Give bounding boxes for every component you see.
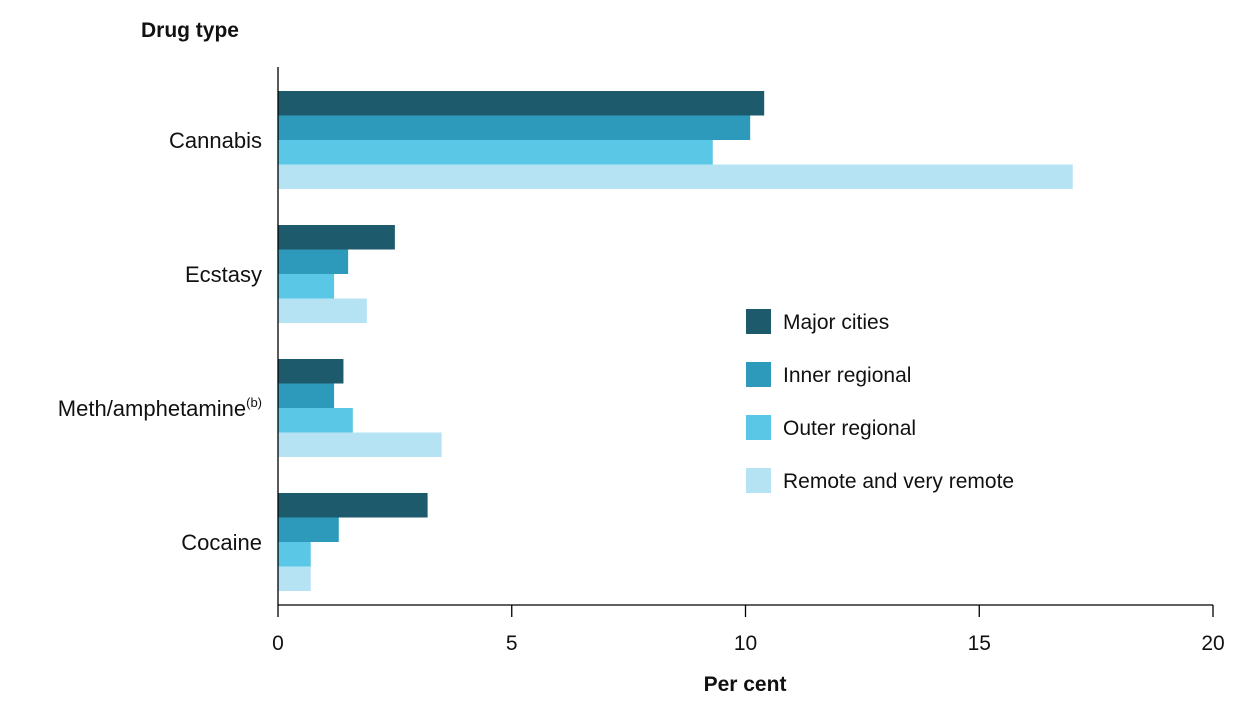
bar-meth-amphetamine-2 <box>278 383 335 408</box>
bar-ecstasy-2 <box>278 249 349 274</box>
x-axis-title: Per cent <box>704 673 787 696</box>
bar-cannabis-2 <box>278 115 751 140</box>
legend-label: Outer regional <box>783 417 916 440</box>
legend-swatch <box>746 309 771 334</box>
bar-ecstasy-1 <box>278 225 395 250</box>
bar-cannabis-4 <box>278 164 1073 189</box>
legend-swatch <box>746 415 771 440</box>
legend: Major cities Inner regional Outer regional… <box>746 309 1014 493</box>
category-label: Ecstasy <box>185 262 262 287</box>
axes: 0 5 10 15 20 <box>272 67 1225 655</box>
bar-meth-amphetamine-1 <box>278 359 344 384</box>
y-axis-title: Drug type <box>141 19 239 42</box>
x-tick-label: 0 <box>272 632 284 655</box>
bar-ecstasy-4 <box>278 298 367 323</box>
category-label: Meth/amphetamine(b) <box>58 395 262 421</box>
legend-label: Inner regional <box>783 364 911 387</box>
bar-meth-amphetamine-3 <box>278 408 353 433</box>
bar-cocaine-3 <box>278 542 311 567</box>
x-tick-label: 10 <box>734 632 757 655</box>
legend-label: Major cities <box>783 311 889 334</box>
legend-swatch <box>746 362 771 387</box>
bar-cocaine-1 <box>278 493 428 518</box>
legend-label: Remote and very remote <box>783 470 1014 493</box>
bar-ecstasy-3 <box>278 274 335 299</box>
x-tick-label: 15 <box>968 632 991 655</box>
bars-layer: Cannabis Ecstasy Meth/amphetamine(b) Cocain… <box>58 91 1073 591</box>
x-tick-label: 20 <box>1201 632 1224 655</box>
category-label: Cocaine <box>181 530 262 555</box>
legend-swatch <box>746 468 771 493</box>
bar-cocaine-2 <box>278 517 339 542</box>
bar-meth-amphetamine-4 <box>278 432 442 457</box>
category-label: Cannabis <box>169 128 262 153</box>
x-tick-label: 5 <box>506 632 518 655</box>
bar-cannabis-1 <box>278 91 765 116</box>
bar-cocaine-4 <box>278 566 311 591</box>
bar-cannabis-3 <box>278 140 713 165</box>
